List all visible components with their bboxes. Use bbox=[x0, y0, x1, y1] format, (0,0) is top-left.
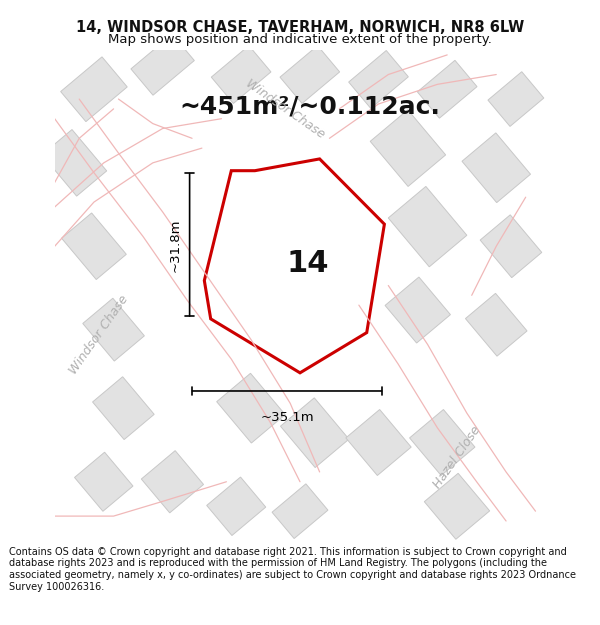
Text: Windsor Chase: Windsor Chase bbox=[244, 77, 327, 141]
Polygon shape bbox=[280, 398, 349, 468]
Polygon shape bbox=[480, 215, 542, 278]
Polygon shape bbox=[462, 133, 530, 202]
Polygon shape bbox=[211, 46, 271, 104]
Text: ~35.1m: ~35.1m bbox=[260, 411, 314, 424]
Polygon shape bbox=[424, 473, 490, 539]
Polygon shape bbox=[388, 186, 467, 267]
Text: Contains OS data © Crown copyright and database right 2021. This information is : Contains OS data © Crown copyright and d… bbox=[9, 547, 576, 592]
Polygon shape bbox=[385, 277, 451, 343]
Polygon shape bbox=[410, 409, 475, 476]
Polygon shape bbox=[92, 377, 154, 439]
Polygon shape bbox=[418, 61, 477, 118]
Polygon shape bbox=[74, 452, 133, 511]
Polygon shape bbox=[466, 293, 527, 356]
Polygon shape bbox=[62, 213, 127, 279]
Text: ~31.8m: ~31.8m bbox=[169, 218, 181, 271]
Polygon shape bbox=[370, 110, 446, 186]
Text: Hazel Close: Hazel Close bbox=[431, 424, 483, 491]
Polygon shape bbox=[131, 34, 194, 95]
Polygon shape bbox=[217, 373, 285, 443]
Text: ~451m²/~0.112ac.: ~451m²/~0.112ac. bbox=[179, 94, 440, 118]
Text: Map shows position and indicative extent of the property.: Map shows position and indicative extent… bbox=[108, 34, 492, 46]
Polygon shape bbox=[349, 51, 409, 108]
Text: Windsor Chase: Windsor Chase bbox=[67, 292, 131, 376]
Polygon shape bbox=[488, 72, 544, 126]
Polygon shape bbox=[42, 129, 107, 196]
Polygon shape bbox=[346, 409, 411, 476]
Text: 14: 14 bbox=[286, 249, 329, 278]
Polygon shape bbox=[206, 477, 266, 536]
Polygon shape bbox=[272, 484, 328, 539]
Polygon shape bbox=[61, 57, 127, 122]
Polygon shape bbox=[83, 298, 145, 361]
Polygon shape bbox=[280, 46, 340, 104]
Text: 14, WINDSOR CHASE, TAVERHAM, NORWICH, NR8 6LW: 14, WINDSOR CHASE, TAVERHAM, NORWICH, NR… bbox=[76, 20, 524, 35]
Polygon shape bbox=[142, 451, 203, 513]
